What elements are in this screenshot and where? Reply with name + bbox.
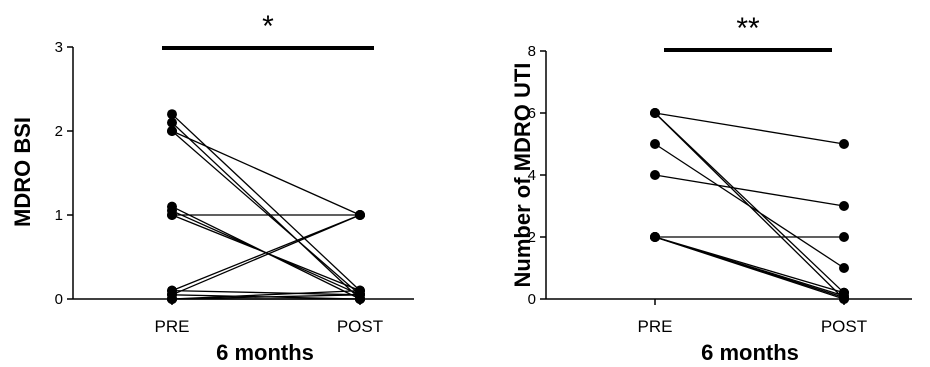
x-axis-title: 6 months bbox=[216, 340, 314, 365]
y-tick-label: 3 bbox=[55, 39, 63, 56]
y-tick-label: 4 bbox=[528, 167, 536, 184]
pair-line bbox=[654, 236, 845, 299]
data-point-pre bbox=[650, 108, 660, 118]
y-axis-title: MDRO BSI bbox=[10, 117, 35, 227]
y-tick-label: 6 bbox=[528, 105, 536, 122]
x-axis-title: 6 months bbox=[701, 340, 799, 365]
chart-panel-1: 0 1 2 3 PRE POST 6 months MDRO BSI * bbox=[10, 10, 414, 365]
pair-line bbox=[171, 113, 361, 292]
x-tick-label-post: POST bbox=[337, 317, 383, 336]
chart-panel-2: 0 2 4 6 8 PRE POST 6 months Number of MDRO UTI ** bbox=[510, 12, 912, 365]
data-point-pre bbox=[650, 170, 660, 180]
significance-label: ** bbox=[736, 12, 760, 45]
y-tick-label: 1 bbox=[55, 207, 63, 224]
pair-line bbox=[654, 112, 845, 145]
significance-label: * bbox=[262, 10, 274, 43]
y-tick-label: 2 bbox=[528, 229, 536, 246]
x-tick-label-pre: PRE bbox=[638, 317, 673, 336]
y-tick-label: 0 bbox=[55, 291, 63, 308]
data-point-pre bbox=[650, 232, 660, 242]
x-tick-label-pre: PRE bbox=[155, 317, 190, 336]
data-point-post bbox=[355, 210, 365, 220]
data-point-post bbox=[839, 232, 849, 242]
data-point-post bbox=[839, 263, 849, 273]
pair-line bbox=[654, 143, 845, 269]
pair-line bbox=[654, 174, 845, 207]
x-tick-label-post: POST bbox=[821, 317, 867, 336]
pair-line bbox=[654, 112, 845, 294]
pair-line bbox=[171, 130, 361, 296]
data-point-post bbox=[839, 139, 849, 149]
y-tick-label: 2 bbox=[55, 123, 63, 140]
data-point-pre bbox=[167, 294, 177, 304]
data-point-pre bbox=[167, 210, 177, 220]
pair-line bbox=[171, 289, 361, 296]
data-point-post bbox=[839, 292, 849, 303]
data-point-pre bbox=[167, 126, 177, 136]
pair-line bbox=[171, 214, 361, 296]
data-point-post bbox=[355, 294, 365, 304]
pair-line bbox=[171, 289, 361, 300]
y-tick-label: 8 bbox=[528, 43, 536, 60]
y-tick-label: 0 bbox=[528, 291, 536, 308]
data-point-pre bbox=[167, 117, 177, 128]
data-point-pre bbox=[167, 109, 177, 120]
data-point-pre bbox=[167, 285, 177, 296]
pair-line bbox=[171, 294, 361, 300]
y-axis-title: Number of MDRO UTI bbox=[510, 63, 535, 288]
data-point-post bbox=[839, 201, 849, 211]
pair-line bbox=[171, 130, 361, 216]
pair-line bbox=[171, 122, 361, 300]
data-point-pre bbox=[650, 139, 660, 149]
